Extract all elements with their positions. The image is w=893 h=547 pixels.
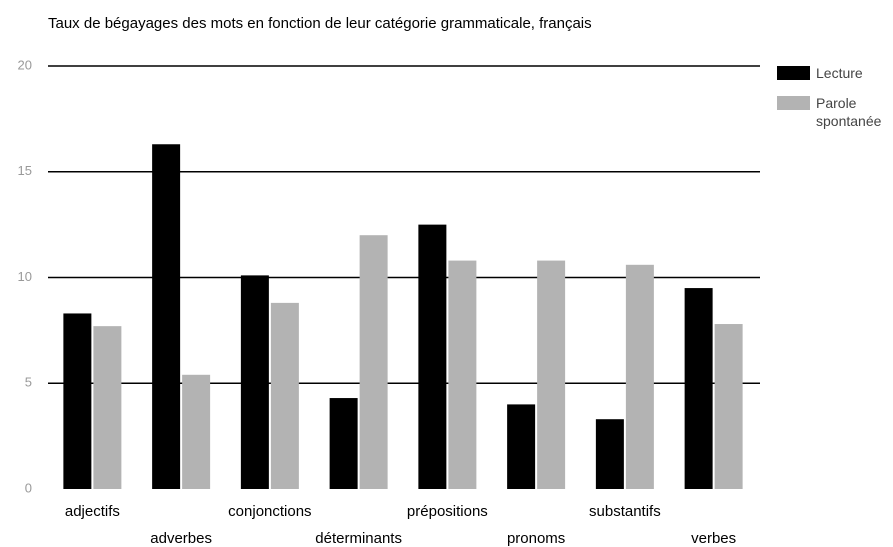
bar [329, 398, 358, 489]
y-tick-label: 15 [18, 163, 32, 178]
bar [537, 260, 566, 489]
x-tick-label: substantifs [589, 503, 661, 520]
bar [270, 302, 299, 489]
bar [152, 144, 181, 489]
bar [359, 235, 388, 489]
bar [418, 224, 447, 489]
x-tick-label: prépositions [407, 503, 488, 520]
x-tick-label: pronoms [507, 530, 565, 547]
bar [240, 275, 269, 489]
chart-title: Taux de bégayages des mots en fonction d… [48, 15, 592, 32]
bar [684, 288, 713, 489]
bar [595, 419, 624, 489]
legend-label: Lecture [816, 65, 863, 81]
x-tick-label: déterminants [315, 530, 402, 547]
bar [448, 260, 477, 489]
legend-swatch [777, 96, 810, 110]
x-tick-label: conjonctions [228, 503, 311, 520]
bar [93, 326, 122, 489]
y-tick-label: 0 [25, 480, 32, 495]
y-tick-label: 10 [18, 269, 32, 284]
x-tick-label: adjectifs [65, 503, 120, 520]
y-tick-label: 5 [25, 375, 32, 390]
legend-label: Parole spontanée [816, 95, 882, 129]
x-tick-label: adverbes [150, 530, 212, 547]
bar [182, 374, 211, 489]
bar [714, 324, 743, 489]
bar [63, 313, 92, 489]
x-tick-label: verbes [691, 530, 736, 547]
y-tick-label: 20 [18, 57, 32, 72]
legend-item: Lecture [777, 65, 893, 82]
bar [625, 264, 654, 489]
legend-swatch [777, 66, 810, 80]
bar [507, 404, 536, 489]
legend-item: Parole spontanée [777, 95, 893, 130]
